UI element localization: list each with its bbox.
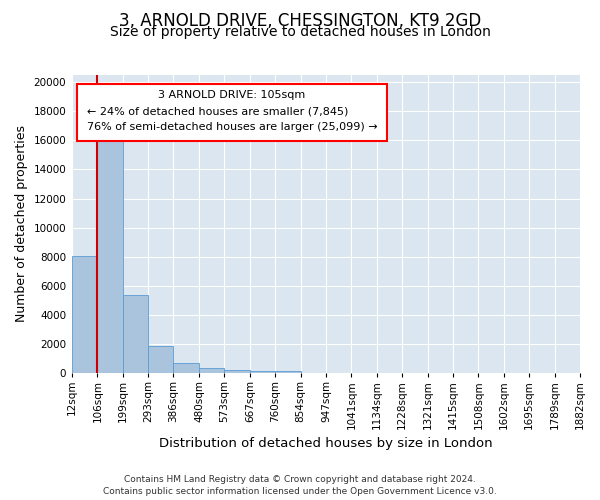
X-axis label: Distribution of detached houses by size in London: Distribution of detached houses by size …: [159, 437, 493, 450]
Text: 3, ARNOLD DRIVE, CHESSINGTON, KT9 2GD: 3, ARNOLD DRIVE, CHESSINGTON, KT9 2GD: [119, 12, 481, 30]
Bar: [122, 295, 148, 373]
Bar: [148, 346, 173, 373]
Bar: [173, 363, 199, 373]
Text: 3 ARNOLD DRIVE: 105sqm: 3 ARNOLD DRIVE: 105sqm: [158, 90, 305, 100]
Bar: [224, 370, 250, 373]
FancyBboxPatch shape: [77, 84, 387, 140]
Text: Size of property relative to detached houses in London: Size of property relative to detached ho…: [110, 25, 490, 39]
Bar: [97, 132, 122, 373]
Bar: [275, 371, 301, 373]
Bar: [250, 370, 275, 373]
Bar: [72, 256, 97, 373]
Text: 76% of semi-detached houses are larger (25,099) →: 76% of semi-detached houses are larger (…: [87, 122, 378, 132]
Y-axis label: Number of detached properties: Number of detached properties: [15, 126, 28, 322]
Text: Contains HM Land Registry data © Crown copyright and database right 2024.: Contains HM Land Registry data © Crown c…: [124, 476, 476, 484]
Text: Contains public sector information licensed under the Open Government Licence v3: Contains public sector information licen…: [103, 486, 497, 496]
Text: ← 24% of detached houses are smaller (7,845): ← 24% of detached houses are smaller (7,…: [87, 106, 349, 116]
Bar: [199, 368, 224, 373]
